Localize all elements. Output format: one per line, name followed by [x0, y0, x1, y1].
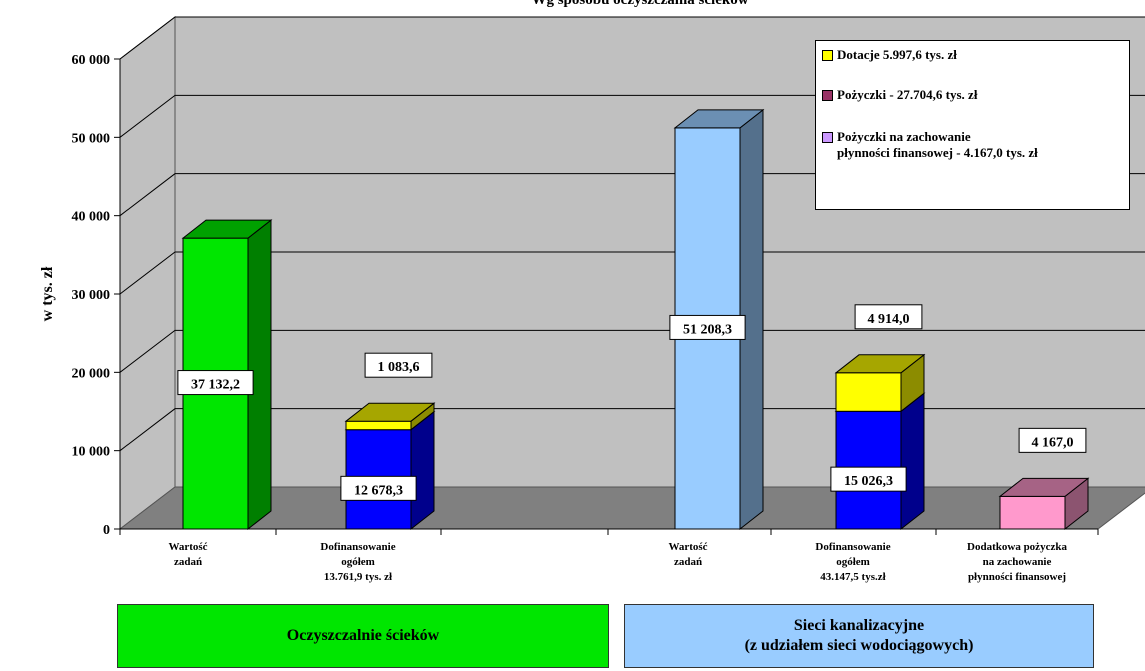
y-tick-label: 0 — [103, 523, 110, 538]
bar-3-label-1-box — [854, 304, 923, 330]
bar-0-label-0: 37 132,2 — [191, 378, 240, 393]
bar-4-seg-0-top — [998, 477, 1090, 497]
chart-title: Wg sposobu oczyszczania ścieków — [531, 0, 748, 8]
gridline — [119, 16, 1145, 60]
bar-2-label-0-box — [669, 314, 746, 340]
bar-3-seg-1-front — [835, 372, 902, 412]
legend-label-dotacje: Dotacje 5.997,6 tys. zł — [837, 47, 957, 62]
legend: Dotacje 5.997,6 tys. zł Pożyczki - 27.70… — [815, 40, 1130, 210]
legend-item-dotacje: Dotacje 5.997,6 tys. zł — [822, 47, 957, 63]
legend-label-pozyczki: Pożyczki - 27.704,6 tys. zł — [837, 87, 978, 102]
bar-3-label-0-box — [830, 466, 907, 492]
category-label: Dodatkowa pożyczka na zachowanie płynnoś… — [967, 541, 1067, 583]
y-tick-label: 10 000 — [72, 445, 111, 460]
legend-item-pozyczki: Pożyczki - 27.704,6 tys. zł — [822, 87, 977, 103]
y-tick-label: 60 000 — [72, 53, 111, 68]
y-tick-label: 30 000 — [72, 288, 111, 303]
gridline — [119, 408, 1145, 452]
group-oczyszczalnie-label: Oczyszczalnie ścieków — [286, 627, 440, 644]
bar-4-seg-0-front — [999, 495, 1066, 530]
legend-item-pozyczki-plynnosc: Pożyczki na zachowanie płynności finanso… — [822, 129, 1038, 161]
category-label: Dofinansowanie ogółem 13.761,9 tys. zł — [320, 541, 396, 583]
category-label: Wartość zadań — [168, 541, 208, 568]
bar-1-label-1-box — [364, 352, 433, 378]
legend-swatch-dotacje — [822, 50, 833, 61]
gridline — [119, 329, 1145, 373]
group-sieci-label: Sieci kanalizacyjne (z udziałem sieci wo… — [744, 617, 974, 654]
y-tick-label: 40 000 — [72, 210, 111, 225]
legend-label-pozyczki-plynnosc: Pożyczki na zachowanie płynności finanso… — [837, 129, 1038, 160]
legend-swatch-pozyczki — [822, 90, 833, 101]
bar-1-seg-1-top — [344, 402, 436, 422]
bar-4-label-0-box — [1018, 427, 1087, 453]
bar-1-seg-0-side — [410, 410, 435, 531]
y-tick-label: 50 000 — [72, 131, 111, 146]
bar-1-label-0: 12 678,3 — [354, 483, 403, 498]
bar-4-label-0: 4 167,0 — [1032, 435, 1074, 450]
category-label: Dofinansowanie ogółem 43.147,5 tys.zł — [815, 541, 891, 583]
bar-1-label-1: 1 083,6 — [378, 360, 420, 375]
plot-floor — [118, 486, 1145, 530]
gridline — [119, 251, 1145, 295]
group-oczyszczalnie: Oczyszczalnie ścieków — [117, 604, 609, 668]
bar-3-seg-1-top — [834, 354, 926, 374]
y-tick-label: 20 000 — [72, 366, 111, 381]
bar-3-seg-0-side — [900, 392, 925, 531]
bar-3-label-1: 4 914,0 — [868, 312, 910, 327]
group-sieci: Sieci kanalizacyjne (z udziałem sieci wo… — [624, 604, 1094, 668]
bar-1-label-0-box — [340, 475, 417, 501]
category-label: Wartość zadań — [668, 541, 708, 568]
bar-0-seg-0-top — [181, 219, 273, 239]
bar-2-label-0: 51 208,3 — [683, 322, 732, 337]
bar-0-label-0-box — [177, 370, 254, 396]
bar-1-seg-1-front — [345, 420, 412, 431]
bar-3-label-0: 15 026,3 — [844, 474, 893, 489]
y-axis-label: w tys. zł — [39, 266, 56, 321]
bar-2-seg-0-top — [673, 109, 765, 129]
legend-swatch-pozyczki-plynnosc — [822, 132, 833, 143]
